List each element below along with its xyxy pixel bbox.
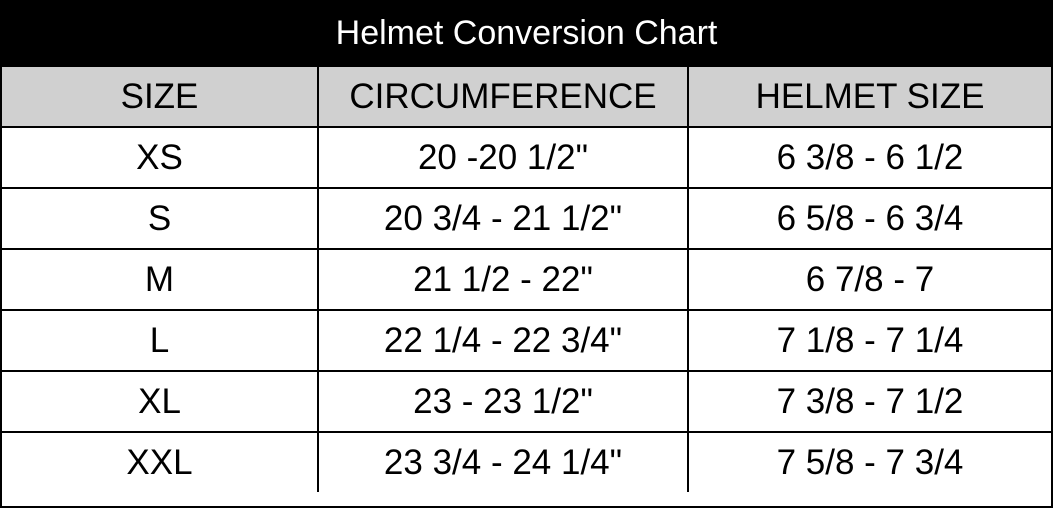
table-title: Helmet Conversion Chart — [2, 2, 1051, 65]
table-cell: 6 3/8 - 6 1/2 — [687, 126, 1051, 189]
table-row: L 22 1/4 - 22 3/4" 7 1/8 - 7 1/4 — [2, 309, 1051, 372]
table-cell: 23 - 23 1/2" — [317, 370, 689, 433]
table-cell: 20 -20 1/2" — [317, 126, 689, 189]
header-cell: CIRCUMFERENCE — [317, 65, 689, 128]
table-cell: 6 7/8 - 7 — [687, 248, 1051, 311]
table-cell: 6 5/8 - 6 3/4 — [687, 187, 1051, 250]
table-row: XS 20 -20 1/2" 6 3/8 - 6 1/2 — [2, 126, 1051, 189]
table-cell: L — [2, 309, 319, 372]
table-cell: XS — [2, 126, 319, 189]
table-cell: 7 3/8 - 7 1/2 — [687, 370, 1051, 433]
header-cell: SIZE — [2, 65, 319, 128]
table-cell: XXL — [2, 431, 319, 492]
table-row: S 20 3/4 - 21 1/2" 6 5/8 - 6 3/4 — [2, 187, 1051, 250]
table-cell: S — [2, 187, 319, 250]
table: SIZE CIRCUMFERENCE HELMET SIZE XS 20 -20 1/2… — [2, 65, 1051, 492]
table-cell: XL — [2, 370, 319, 433]
header-cell: HELMET SIZE — [687, 65, 1051, 128]
table-row: XXL 23 3/4 - 24 1/4" 7 5/8 - 7 3/4 — [2, 431, 1051, 492]
table-cell: 20 3/4 - 21 1/2" — [317, 187, 689, 250]
table-cell: M — [2, 248, 319, 311]
table-cell: 7 1/8 - 7 1/4 — [687, 309, 1051, 372]
table-row: XL 23 - 23 1/2" 7 3/8 - 7 1/2 — [2, 370, 1051, 433]
header-row: SIZE CIRCUMFERENCE HELMET SIZE — [2, 65, 1051, 128]
table-cell: 7 5/8 - 7 3/4 — [687, 431, 1051, 492]
table-row: M 21 1/2 - 22" 6 7/8 - 7 — [2, 248, 1051, 311]
table-cell: 21 1/2 - 22" — [317, 248, 689, 311]
table-cell: 22 1/4 - 22 3/4" — [317, 309, 689, 372]
table-cell: 23 3/4 - 24 1/4" — [317, 431, 689, 492]
